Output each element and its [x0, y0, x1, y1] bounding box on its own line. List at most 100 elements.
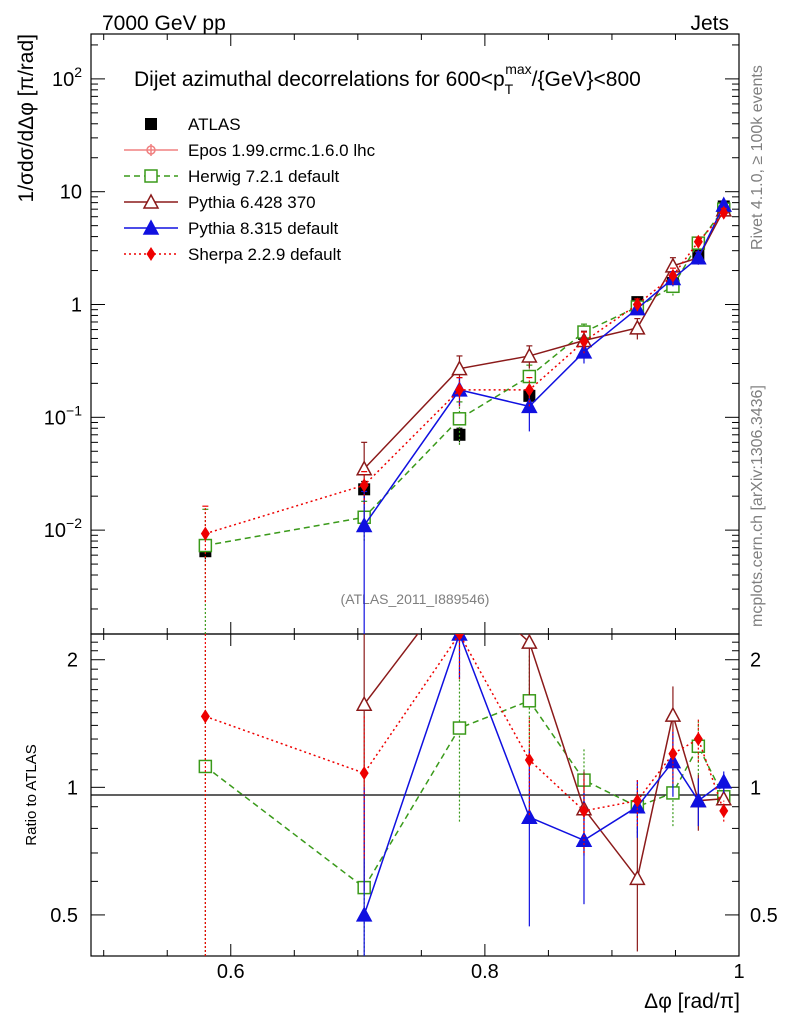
legend-marker — [146, 247, 156, 261]
y-tick-exponent: −1 — [66, 402, 82, 418]
y-tick-label: 10−1 — [44, 402, 82, 429]
legend: ATLAS Epos 1.99.crmc.1.6.0 lhc Herwig 7.2.… — [124, 115, 376, 264]
y-tick-exponent: 2 — [74, 64, 82, 80]
ratio-point — [521, 634, 538, 649]
legend-label: Epos 1.99.crmc.1.6.0 lhc — [188, 141, 376, 160]
data-point — [693, 234, 703, 249]
ratio-point — [664, 706, 682, 722]
title-sub: T — [505, 81, 514, 97]
legend-entry: Pythia 8.315 default — [124, 219, 339, 238]
legend-entry: Epos 1.99.crmc.1.6.0 lhc — [124, 141, 376, 160]
data-point — [629, 319, 646, 335]
y-tick-base: 10 — [52, 69, 74, 91]
ratio-point — [359, 766, 369, 781]
data-point — [454, 382, 464, 397]
ratio-y-axis-label: Ratio to ATLAS — [23, 744, 40, 845]
data-point — [719, 205, 729, 220]
series-pythia — [355, 201, 733, 531]
series-line — [205, 212, 725, 535]
ratio-point — [521, 808, 538, 824]
main-series-group — [198, 196, 733, 634]
ratio-point — [524, 753, 534, 768]
y-tick-base: 10 — [44, 520, 66, 542]
legend-marker — [142, 219, 160, 235]
legend-marker — [142, 193, 160, 209]
y-tick-label: 1 — [71, 295, 82, 317]
ratio-point — [522, 694, 537, 708]
data-point — [355, 516, 373, 533]
series-herwig — [198, 202, 731, 634]
ratio-tick-label: 2 — [67, 650, 78, 672]
x-tick-label: 0.8 — [471, 961, 499, 983]
ratio-series-sherpa — [200, 634, 729, 956]
legend-entry: Herwig 7.2.1 default — [124, 167, 339, 186]
ratio-point — [719, 803, 729, 818]
ratio-series-herwig — [198, 649, 731, 956]
ratio-point — [693, 732, 703, 747]
data-point — [522, 369, 537, 384]
x-tick-label: 0.6 — [217, 961, 245, 983]
data-point — [668, 268, 678, 283]
data-point — [359, 478, 369, 493]
ratio-point — [200, 709, 210, 724]
ratio-point — [632, 793, 642, 808]
y-axis-label: 1/σdσ/dΔφ [π/rad] — [15, 34, 38, 202]
data-point — [451, 360, 468, 376]
legend-label: Pythia 6.428 370 — [188, 193, 316, 212]
y-tick-exponent: −2 — [66, 515, 82, 531]
ratio-tick-label-right: 1 — [750, 777, 761, 799]
ratio-tick-label-right: 0.5 — [750, 905, 778, 927]
legend-marker — [144, 169, 158, 183]
legend-label: Herwig 7.2.1 default — [188, 167, 339, 186]
y-tick-label: 102 — [52, 64, 82, 91]
data-point — [579, 334, 589, 349]
data-point — [521, 347, 538, 363]
legend-label: ATLAS — [188, 115, 241, 134]
rivet-label: Rivet 4.1.0, ≥ 100k events — [749, 65, 766, 250]
ratio-point — [454, 634, 464, 641]
title-post: /{GeV}<800 — [532, 68, 641, 91]
ratio-point — [629, 869, 646, 886]
y-tick-label: 10−2 — [44, 515, 82, 542]
x-axis-label: Δφ [rad/π] — [644, 990, 740, 1013]
ratio-point — [715, 773, 733, 789]
legend-marker — [146, 145, 156, 155]
x-tick-label: 1 — [733, 961, 744, 983]
ratio-series-group — [198, 634, 733, 956]
chart-title: Dijet azimuthal decorrelations for 600<p… — [134, 61, 641, 97]
ratio-line — [204, 699, 725, 889]
legend-label: Sherpa 2.2.9 default — [188, 245, 341, 264]
data-point — [200, 526, 210, 541]
data-point — [632, 297, 642, 312]
data-point — [524, 382, 534, 397]
ratio-tick-label: 0.5 — [50, 905, 78, 927]
data-point — [452, 412, 467, 426]
mcplots-label: mcplots.cern.ch [arXiv:1306.3436] — [749, 385, 766, 627]
analysis-watermark: (ATLAS_2011_I889546) — [341, 591, 490, 607]
header-left: 7000 GeV pp — [102, 12, 226, 35]
ratio-point — [690, 792, 707, 808]
series-line — [363, 204, 725, 526]
legend-entry: Pythia 6.428 370 — [124, 193, 316, 212]
ratio-point — [355, 906, 373, 922]
data-point — [453, 428, 466, 441]
ratio-tick-label-right: 2 — [750, 650, 761, 672]
title-pre: Dijet azimuthal decorrelations for 600<p — [134, 68, 505, 91]
header-right: Jets — [690, 12, 729, 35]
ratio-point — [355, 695, 373, 712]
data-point — [690, 249, 707, 265]
ratio-line — [363, 634, 724, 881]
ratio-point — [452, 721, 467, 735]
ratio-line — [363, 634, 725, 916]
title-sup: max — [505, 61, 531, 77]
y-tick-label: 10 — [60, 182, 82, 204]
ratio-point — [668, 746, 678, 761]
ratio-point — [579, 803, 589, 818]
legend-entry: Sherpa 2.2.9 default — [124, 245, 341, 264]
series-sherpa — [200, 205, 729, 603]
legend-marker — [145, 118, 157, 130]
ratio-tick-label: 1 — [67, 777, 78, 799]
